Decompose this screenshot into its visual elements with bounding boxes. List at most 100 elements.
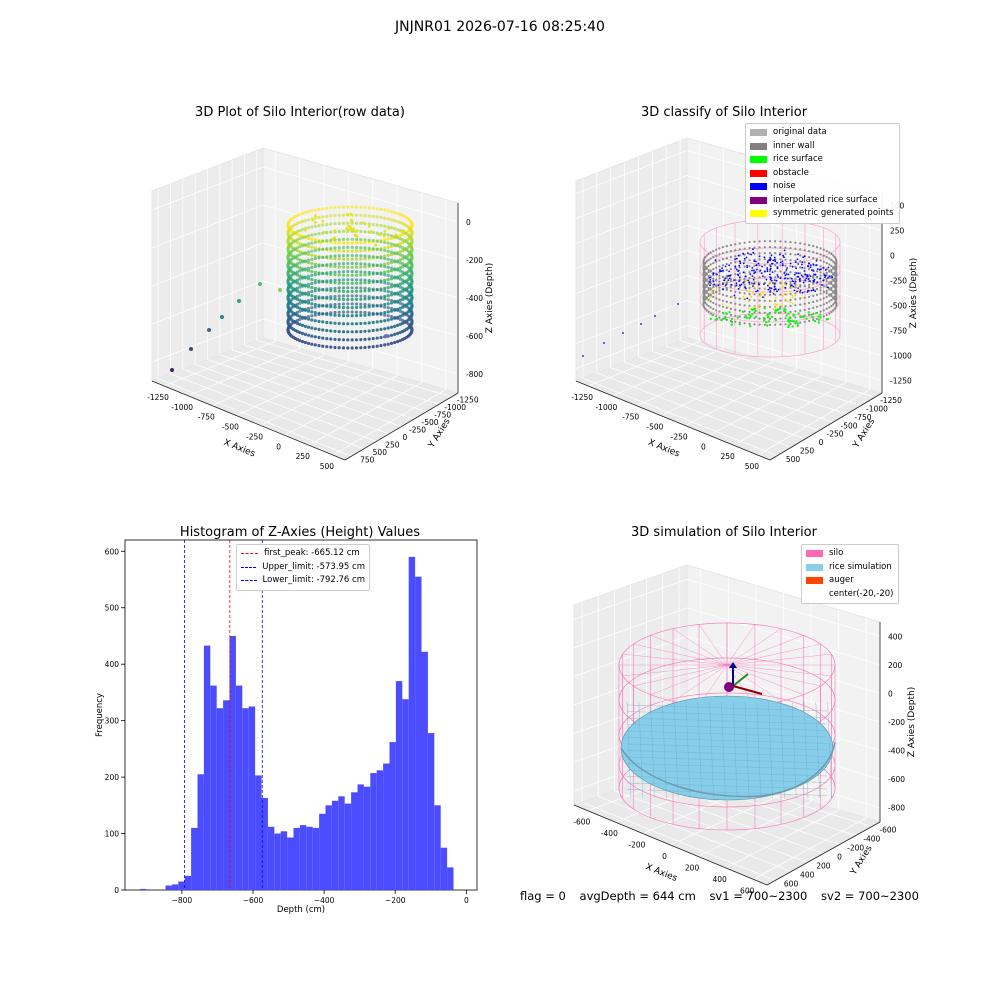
symmetric-point [743, 296, 745, 298]
histogram-bar [172, 884, 178, 890]
symmetric-point [782, 286, 784, 288]
legend-label: rice surface [773, 153, 823, 167]
y-tick-label: -400 [863, 835, 880, 844]
cloud-point [310, 233, 313, 236]
cloud-point [333, 214, 336, 217]
inner-wall-point [832, 303, 834, 305]
inner-wall-point [816, 294, 818, 296]
cloud-point [351, 314, 354, 317]
inner-wall-point [779, 294, 781, 296]
cloud-point [338, 262, 341, 265]
cloud-point [368, 214, 371, 217]
cloud-point [338, 241, 341, 244]
cloud-point [351, 282, 354, 285]
inner-wall-point [712, 292, 714, 294]
cloud-point [363, 206, 366, 209]
inner-wall-point [712, 278, 714, 280]
inner-wall-point [744, 242, 746, 244]
histogram-bar [236, 686, 242, 890]
cloud-point [359, 265, 362, 268]
inner-wall-point [712, 290, 714, 292]
cloud-point [325, 312, 328, 315]
cloud-point [359, 306, 362, 309]
rice-surface-point [775, 319, 777, 321]
histogram-bar [383, 764, 389, 891]
noise-point [767, 270, 769, 272]
status-footer: flag = 0 avgDepth = 644 cm sv1 = 700~230… [520, 889, 929, 903]
noise-point [804, 255, 806, 257]
rice-surface-point [805, 318, 807, 320]
noise-point [817, 281, 819, 283]
noise-point [743, 271, 745, 273]
cloud-point [368, 271, 371, 274]
inner-wall-point [794, 298, 796, 300]
cloud-point [393, 284, 396, 287]
cloud-point [307, 315, 310, 318]
cloud-point [342, 282, 345, 285]
symmetric-point [798, 290, 800, 292]
noise-point [817, 268, 819, 270]
cloud-point [393, 276, 396, 279]
noise-point [722, 289, 724, 291]
cloud-point [325, 215, 328, 218]
rice-surface-point [787, 313, 789, 315]
cloud-point [314, 281, 317, 284]
cloud-point [359, 230, 362, 233]
symmetric-point [792, 303, 794, 305]
cloud-point [368, 329, 371, 332]
x-axis-label: Depth (cm) [277, 905, 325, 915]
cloud-point [338, 222, 341, 225]
cloud-point [393, 325, 396, 328]
cloud-point [352, 228, 355, 231]
cloud-point [383, 319, 386, 322]
noise-point [769, 257, 771, 259]
cloud-point [329, 214, 332, 217]
cloud-point [355, 311, 358, 314]
inner-wall-point [704, 298, 706, 300]
cloud-point [351, 302, 354, 305]
legend-item-lower-limit: Lower_limit: -792.76 cm [241, 574, 365, 588]
cloud-point [355, 274, 358, 277]
cloud-point [369, 231, 372, 234]
cloud-point [304, 211, 307, 214]
noise-point [808, 263, 810, 265]
rice-surface-point [797, 325, 799, 327]
cloud-point [314, 209, 317, 212]
legend-label: obstacle [773, 167, 809, 181]
symmetric-point [751, 283, 753, 285]
cloud-point [333, 322, 336, 325]
cloud-point [379, 256, 382, 259]
y-tick-label: -1250 [880, 396, 902, 405]
inner-wall-point [722, 258, 724, 260]
inner-wall-point [769, 246, 771, 248]
noise-point [752, 275, 754, 277]
noise-point [777, 276, 779, 278]
cloud-point [346, 241, 349, 244]
cloud-point [310, 306, 313, 309]
noise-point [739, 261, 741, 263]
cloud-point [383, 305, 386, 308]
inner-wall-point [828, 251, 830, 253]
cloud-point [372, 207, 375, 210]
cloud-point [383, 289, 386, 292]
inner-wall-point [789, 259, 791, 261]
noise-point [794, 282, 796, 284]
inner-wall-point [808, 286, 810, 288]
cloud-point [307, 234, 310, 237]
cloud-point [355, 214, 358, 217]
noise-point [801, 267, 803, 269]
cloud-point [348, 228, 351, 231]
cloud-point [359, 254, 362, 257]
inner-wall-point [826, 302, 828, 304]
cloud-point [355, 322, 358, 325]
histogram-bar [274, 834, 280, 891]
cloud-point [346, 238, 349, 241]
cloud-point [338, 270, 341, 273]
sv2-readout: sv2 = 700~2300 [821, 889, 919, 903]
rice-surface-point [778, 312, 780, 314]
inner-wall-point [804, 321, 806, 323]
noise-point [762, 275, 764, 277]
cloud-point [379, 336, 382, 339]
inner-wall-point [744, 248, 746, 250]
noise-point [715, 259, 717, 261]
